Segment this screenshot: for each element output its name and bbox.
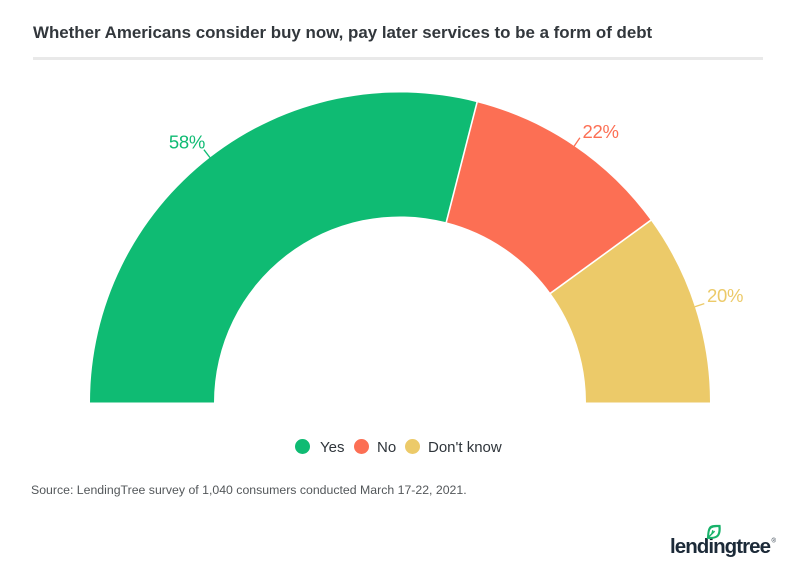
svg-text:lendingtree: lendingtree [670,535,771,558]
svg-text:20%: 20% [707,285,743,306]
svg-text:22%: 22% [583,121,619,142]
svg-text:®: ® [772,538,777,545]
svg-text:58%: 58% [169,132,205,153]
